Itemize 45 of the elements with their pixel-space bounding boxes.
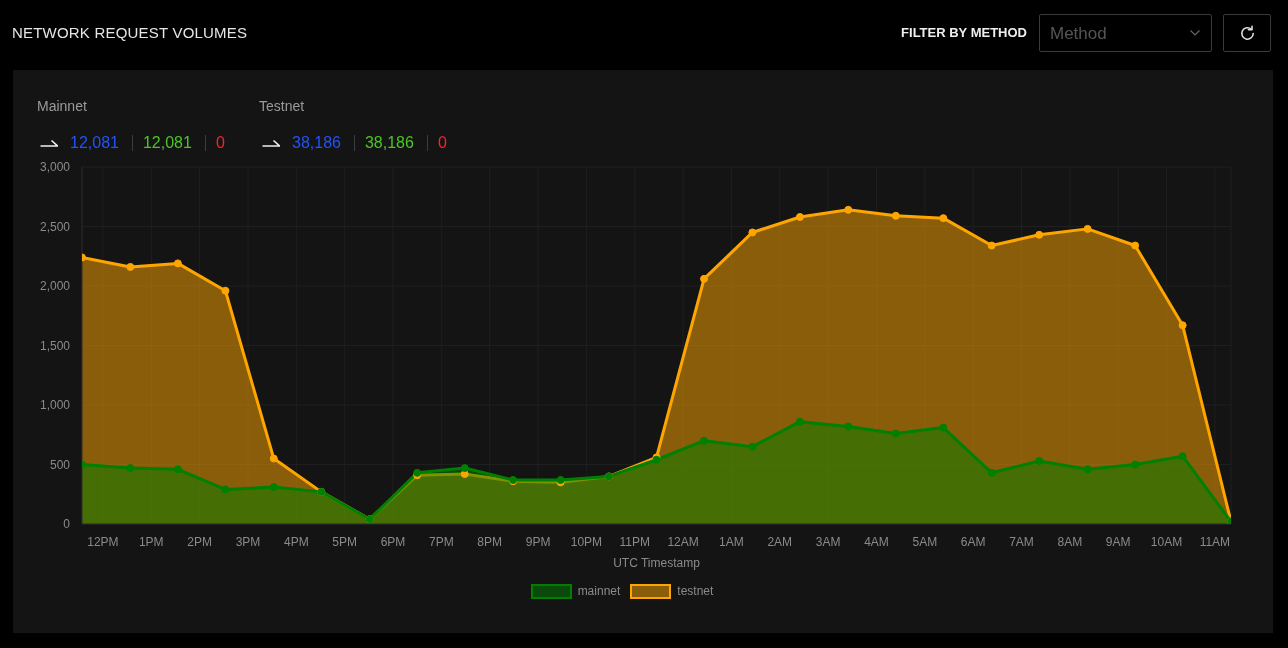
x-tick-label: 9AM [1105, 534, 1131, 549]
text: 12,081 [70, 134, 119, 151]
x-tick-label: 8PM [477, 534, 503, 549]
x-tick-label: 11PM [619, 534, 650, 549]
y-tick-label: 2,000 [39, 279, 71, 294]
text: FILTER BY METHOD [901, 25, 1027, 40]
x-tick-label: 8AM [1057, 534, 1083, 549]
x-tick-label: 5AM [912, 534, 938, 549]
y-tick-label: 1,000 [39, 398, 71, 413]
text: 38,186 [292, 134, 341, 151]
x-tick-label: 2PM [187, 534, 212, 549]
x-tick-label: 5PM [332, 534, 358, 549]
text: 0 [437, 134, 447, 151]
x-tick-label: 1AM [719, 534, 744, 549]
text: Testnet [259, 98, 305, 114]
legend-label: mainnet [577, 584, 621, 598]
legend-label: testnet [677, 584, 714, 598]
y-tick-label: 1,500 [39, 338, 71, 353]
x-tick-label: 3PM [235, 534, 261, 549]
x-tick-label: 9PM [525, 534, 551, 549]
x-tick-label: 6PM [380, 534, 406, 549]
x-axis-title: UTC Timestamp [613, 556, 701, 570]
text: 38,186 [364, 134, 414, 151]
x-tick-label: 6AM [960, 534, 986, 549]
text: 12,081 [142, 134, 192, 151]
x-tick-label: 7AM [1009, 534, 1034, 549]
text: Mainnet [37, 98, 87, 114]
text: 0 [215, 134, 225, 151]
select-field: Method [1039, 14, 1212, 52]
x-tick-label: 3AM [815, 534, 841, 549]
y-tick-label: 500 [49, 457, 71, 472]
x-tick-label: 11AM [1199, 534, 1231, 549]
y-tick-label: 0 [63, 517, 71, 532]
x-tick-label: 10AM [1150, 534, 1183, 549]
y-tick-label: 2,500 [39, 219, 71, 234]
x-tick-label: 12PM [87, 534, 119, 549]
x-tick-label: 12AM [667, 534, 699, 549]
x-tick-label: 10PM [570, 534, 603, 549]
chart-title: NETWORK REQUEST VOLUMES [12, 24, 248, 41]
x-tick-label: 7PM [429, 534, 454, 549]
x-tick-label: 2AM [767, 534, 793, 549]
x-tick-label: 4PM [283, 534, 309, 549]
x-tick-label: 1PM [138, 534, 164, 549]
y-tick-label: 3,000 [39, 160, 71, 175]
x-tick-label: 4AM [864, 534, 889, 549]
